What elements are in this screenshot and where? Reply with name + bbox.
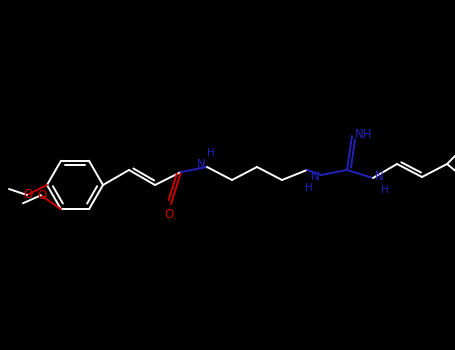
Text: H: H [207,148,215,158]
Text: N: N [197,159,205,172]
Text: O: O [37,189,46,202]
Text: NH: NH [355,127,373,140]
Text: O: O [23,189,33,202]
Text: H: H [381,185,389,195]
Text: O: O [164,208,174,220]
Text: H: H [305,183,313,193]
Text: N: N [311,169,319,182]
Text: N: N [374,169,384,182]
